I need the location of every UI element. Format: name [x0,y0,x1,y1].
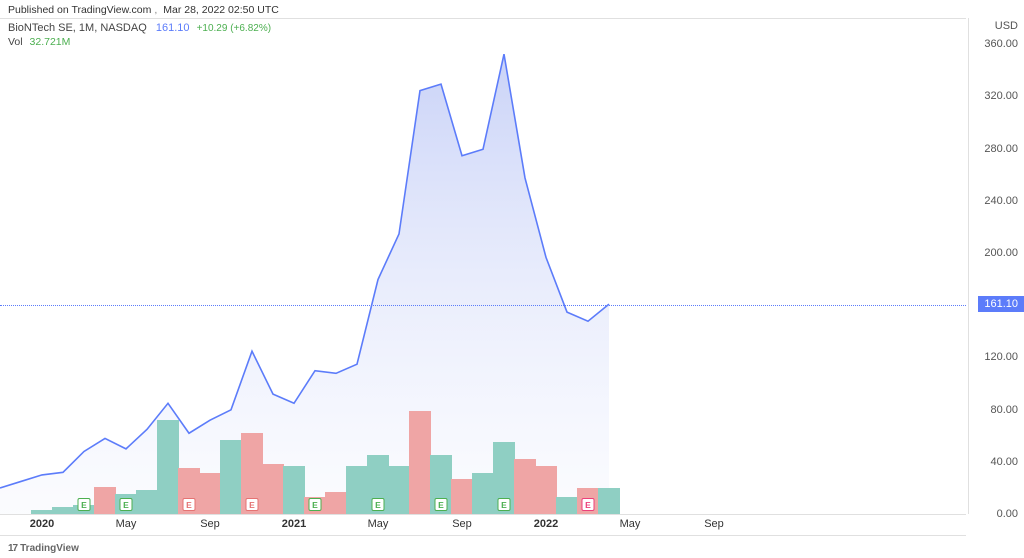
volume-bar [598,488,620,514]
volume-bar [262,464,284,514]
y-axis-tick: 360.00 [984,38,1018,50]
publish-header: Published on TradingView.com, Mar 28, 20… [8,4,279,16]
y-axis-tick: 40.00 [990,456,1018,468]
event-marker[interactable]: E [78,498,91,511]
tradingview-logo-icon: 17 [8,543,17,554]
x-axis-tick: May [368,518,389,530]
x-axis-tick: 2020 [30,518,54,530]
volume-bar [94,487,116,514]
y-axis-tick: 0.00 [997,508,1018,520]
x-axis-tick: 2022 [534,518,558,530]
currency-label: USD [995,20,1018,32]
volume-bar [346,466,368,514]
tradingview-label: TradingView [20,543,79,554]
event-marker[interactable]: E [582,498,595,511]
volume-bar [136,490,158,514]
x-axis-tick: Sep [704,518,724,530]
event-marker[interactable]: E [372,498,385,511]
event-marker[interactable]: E [498,498,511,511]
published-date: Mar 28, 2022 02:50 UTC [163,4,279,16]
tradingview-attribution: 17TradingView [8,543,79,554]
volume-bar [451,479,473,514]
y-axis-tick: 200.00 [984,247,1018,259]
x-axis-tick: Sep [452,518,472,530]
y-axis-tick: 320.00 [984,90,1018,102]
y-axis-tick: 240.00 [984,195,1018,207]
published-on-label: Published on TradingView.com [8,4,151,16]
volume-bar [409,411,431,514]
x-axis-tick: May [620,518,641,530]
x-axis-tick: May [116,518,137,530]
volume-bar [535,466,557,514]
volume-bar [157,420,179,514]
x-axis-tick: Sep [200,518,220,530]
chart-plot-area: EEEEEEEEE [0,18,966,514]
y-axis-tick: 120.00 [984,351,1018,363]
volume-bar [325,492,347,514]
volume-bar [283,466,305,514]
volume-bar [199,473,221,514]
x-axis-row: 2020 May Sep 2021 May Sep 2022 May Sep [0,514,966,536]
volume-bar [388,466,410,514]
y-axis-column: USD 0.0040.0080.00120.00160.00200.00240.… [968,18,1024,514]
volume-bar [514,459,536,514]
volume-bar [472,473,494,514]
volume-bar [220,440,242,514]
current-price-tag: 161.10 [978,296,1024,312]
event-marker[interactable]: E [183,498,196,511]
event-marker[interactable]: E [435,498,448,511]
x-axis-tick: 2021 [282,518,306,530]
current-price-line [0,305,966,306]
event-marker[interactable]: E [120,498,133,511]
volume-bar [556,497,578,514]
event-marker[interactable]: E [309,498,322,511]
y-axis-tick: 280.00 [984,143,1018,155]
y-axis-tick: 80.00 [990,404,1018,416]
event-marker[interactable]: E [246,498,259,511]
volume-bars-layer [0,19,966,514]
